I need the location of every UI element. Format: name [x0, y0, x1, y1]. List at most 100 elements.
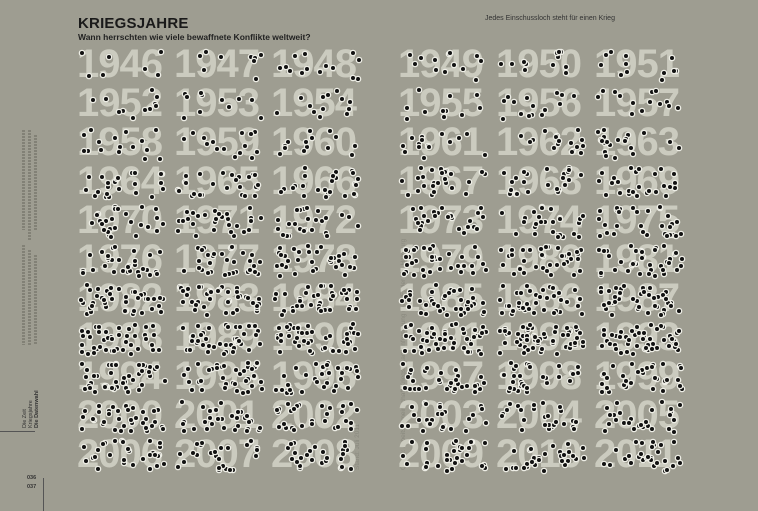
bullet-hole-1958	[142, 156, 147, 161]
bullet-hole-1954	[320, 95, 325, 100]
bullet-hole-1974	[550, 220, 555, 225]
bullet-hole-1972	[298, 208, 303, 213]
bullet-hole-2007	[199, 443, 204, 448]
bullet-hole-1957	[596, 95, 601, 100]
bullet-hole-1983	[196, 300, 201, 305]
bullet-hole-1989	[247, 347, 252, 352]
bullet-hole-2011	[652, 464, 657, 469]
bullet-hole-1974	[556, 234, 561, 239]
bullet-hole-2009	[458, 447, 463, 452]
bullet-hole-1976	[90, 267, 95, 272]
bullet-hole-2000	[141, 420, 146, 425]
bullet-hole-2002	[277, 424, 282, 429]
bullet-hole-1978	[286, 258, 291, 263]
bullet-hole-1993	[609, 332, 614, 337]
bullet-hole-1964	[106, 184, 111, 189]
bullet-hole-2005	[641, 425, 646, 430]
bullet-hole-1984	[318, 300, 323, 305]
bullet-hole-2005	[660, 400, 665, 405]
bullet-hole-1964	[99, 174, 104, 179]
bullet-hole-1950	[556, 55, 561, 60]
bullet-hole-1986	[554, 309, 559, 314]
bullet-hole-1972	[316, 208, 320, 213]
bullet-hole-1984	[318, 308, 323, 313]
bullet-hole-2004	[542, 414, 547, 419]
year-label-2004: 2004	[496, 393, 582, 437]
bullet-hole-2007	[220, 463, 225, 468]
bullet-hole-1968	[579, 172, 584, 177]
bullet-hole-1998	[576, 364, 581, 369]
bullet-hole-1977	[234, 269, 239, 274]
bullet-hole-1965	[253, 193, 258, 198]
bullet-hole-1978	[348, 265, 353, 270]
bullet-hole-1994	[113, 379, 118, 384]
bullet-hole-1989	[257, 342, 262, 347]
bullet-hole-1955	[416, 88, 421, 93]
bullet-hole-2002	[339, 410, 344, 415]
bullet-hole-1969	[654, 190, 659, 195]
bullet-hole-1986	[517, 304, 522, 309]
bullet-hole-1985	[440, 307, 445, 312]
bullet-hole-2004	[547, 427, 552, 432]
bullet-hole-1950	[499, 62, 504, 67]
bullet-hole-1978	[278, 253, 283, 257]
bullet-hole-1970	[108, 234, 113, 239]
bullet-hole-1972	[314, 218, 319, 223]
bullet-hole-1980	[546, 244, 551, 249]
bullet-hole-1981	[629, 244, 634, 249]
bullet-hole-1979	[437, 266, 442, 271]
bullet-hole-1980	[539, 252, 544, 257]
bullet-hole-1982	[157, 295, 162, 300]
bullet-hole-1997	[407, 387, 412, 392]
bullet-hole-1970	[100, 222, 105, 227]
bullet-hole-1995	[220, 375, 225, 380]
bullet-hole-1986	[515, 291, 520, 296]
bullet-hole-1953	[182, 116, 187, 121]
bullet-hole-1991	[453, 322, 458, 327]
bullet-hole-1999	[604, 375, 609, 380]
bullet-hole-2008	[324, 455, 329, 460]
year-label-1954: 1954	[271, 81, 357, 125]
bullet-hole-1954	[299, 95, 304, 100]
bullet-hole-1986	[499, 311, 504, 316]
bullet-hole-1973	[461, 230, 466, 235]
bullet-hole-1987	[612, 294, 617, 299]
bullet-hole-1979	[428, 269, 433, 274]
bullet-hole-1989	[225, 324, 230, 329]
bullet-hole-1998	[506, 388, 511, 393]
bullet-hole-1959	[252, 130, 257, 135]
bullet-hole-2005	[643, 422, 648, 427]
bullet-hole-1983	[245, 296, 250, 301]
bullet-hole-1970	[106, 230, 111, 235]
bullet-hole-1972	[280, 233, 285, 238]
bullet-hole-1971	[181, 219, 186, 224]
bullet-hole-1996	[356, 375, 361, 380]
bullet-hole-1986	[510, 309, 515, 314]
bullet-hole-1973	[422, 214, 427, 219]
bullet-hole-1994	[136, 387, 141, 392]
bullet-hole-1982	[101, 298, 106, 303]
bullet-hole-1983	[201, 304, 206, 309]
bullet-hole-1970	[154, 229, 159, 234]
bullet-hole-1964	[105, 181, 110, 186]
year-label-1973: 1973	[398, 198, 484, 242]
bullet-hole-1947	[254, 77, 259, 82]
bullet-hole-1989	[223, 323, 228, 328]
bullet-hole-1997	[425, 365, 430, 370]
bullet-hole-1975	[678, 231, 683, 236]
bullet-hole-1983	[181, 288, 186, 293]
bullet-hole-1988	[143, 325, 148, 330]
bullet-hole-1987	[645, 311, 650, 316]
bullet-hole-1959	[249, 131, 254, 136]
bullet-hole-1984	[315, 292, 320, 297]
bullet-hole-1979	[413, 245, 418, 250]
bullet-hole-1979	[410, 261, 415, 266]
bullet-hole-2010	[573, 457, 578, 462]
bullet-hole-1990	[292, 340, 297, 345]
bullet-hole-1959	[232, 154, 237, 159]
bullet-hole-1993	[633, 332, 638, 337]
bullet-hole-1974	[513, 232, 518, 237]
bullet-hole-1994	[109, 371, 114, 376]
bullet-hole-1980	[547, 262, 552, 267]
bullet-hole-1973	[425, 218, 430, 223]
